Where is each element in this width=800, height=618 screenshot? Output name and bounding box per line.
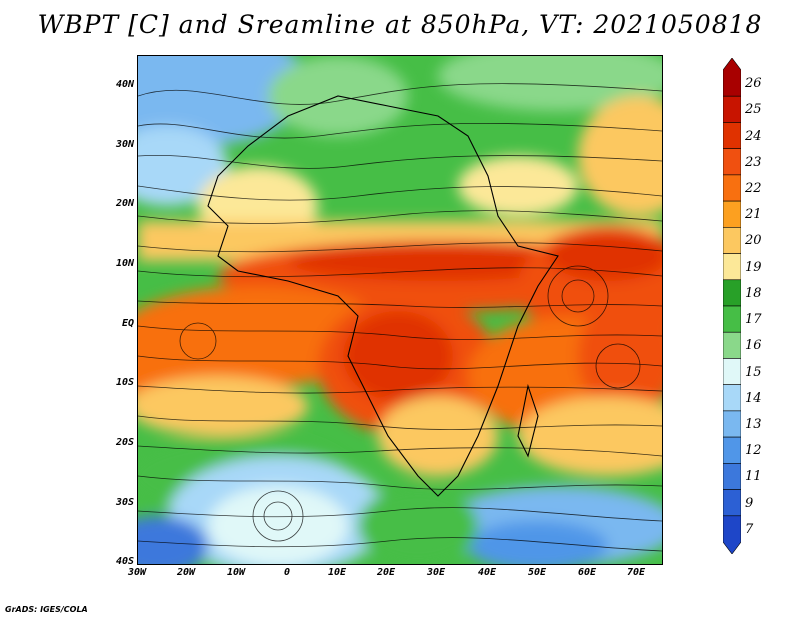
colorbar-label: 22 xyxy=(745,181,762,196)
colorbar-box xyxy=(723,58,741,97)
colorbar-label: 9 xyxy=(745,495,754,511)
colorbar-box xyxy=(723,279,741,307)
colorbar-label: 7 xyxy=(745,521,754,537)
lon-label-10e: 10E xyxy=(327,567,347,578)
colorbar-label: 23 xyxy=(745,154,762,170)
colorbar-box xyxy=(723,148,741,176)
lat-label-eq: EQ xyxy=(121,318,134,329)
wbpt-field-map xyxy=(138,56,662,564)
colorbar-box xyxy=(723,410,741,438)
colorbar-label: 18 xyxy=(745,285,762,301)
colorbar xyxy=(723,58,741,554)
lat-label-30s: 30S xyxy=(115,497,134,508)
lat-label-40n: 40N xyxy=(115,79,134,90)
colorbar-label: 15 xyxy=(745,364,762,380)
colorbar-label: 12 xyxy=(745,443,762,459)
lon-label-10w: 10W xyxy=(226,567,246,578)
lat-label-30n: 30N xyxy=(115,139,134,150)
lon-label-20e: 20E xyxy=(376,567,396,578)
colorbar-box xyxy=(723,227,741,254)
colorbar-box xyxy=(723,200,741,228)
lon-label-0: 0 xyxy=(283,567,291,578)
lat-label-20n: 20N xyxy=(115,198,134,209)
colorbar-label: 17 xyxy=(745,312,762,328)
colorbar-box xyxy=(723,358,741,385)
map-panel xyxy=(137,55,663,565)
lat-label-20s: 20S xyxy=(115,437,134,448)
lat-label-40s: 40S xyxy=(115,556,134,567)
lon-label-30e: 30E xyxy=(426,567,446,578)
lat-label-10n: 10N xyxy=(115,258,134,269)
lon-label-20w: 20W xyxy=(176,567,196,578)
colorbar-box xyxy=(723,489,741,517)
lat-label-10s: 10S xyxy=(115,377,134,388)
lon-label-30w: 30W xyxy=(127,567,147,578)
colorbar-label: 11 xyxy=(745,469,762,485)
lon-label-70e: 70E xyxy=(626,567,646,578)
colorbar-label: 14 xyxy=(745,390,762,406)
colorbar-label: 25 xyxy=(745,102,762,118)
colorbar-box xyxy=(723,174,741,202)
colorbar-label: 26 xyxy=(745,76,762,92)
colorbar-box xyxy=(723,122,741,149)
lon-label-50e: 50E xyxy=(527,567,547,578)
colorbar-label: 20 xyxy=(745,233,762,249)
colorbar-label: 13 xyxy=(745,417,762,432)
grads-credit: GrADS: IGES/COLA xyxy=(5,605,88,614)
colorbar-box xyxy=(723,95,741,123)
lon-label-40e: 40E xyxy=(477,567,497,578)
colorbar-label: 16 xyxy=(745,338,762,354)
colorbar-label: 24 xyxy=(745,128,762,144)
colorbar-box xyxy=(723,253,741,281)
colorbar-box xyxy=(723,463,741,490)
colorbar-box xyxy=(723,305,741,333)
coastlines xyxy=(207,95,559,497)
colorbar-label: 19 xyxy=(745,259,762,275)
colorbar-box xyxy=(723,515,741,554)
colorbar-box xyxy=(723,331,741,359)
colorbar-box xyxy=(723,436,741,464)
lon-label-60e: 60E xyxy=(577,567,597,578)
colorbar-box xyxy=(723,384,741,412)
colorbar-label: 21 xyxy=(745,207,762,223)
map-title: WBPT [C] and Sreamline at 850hPa, VT: 20… xyxy=(37,10,763,39)
